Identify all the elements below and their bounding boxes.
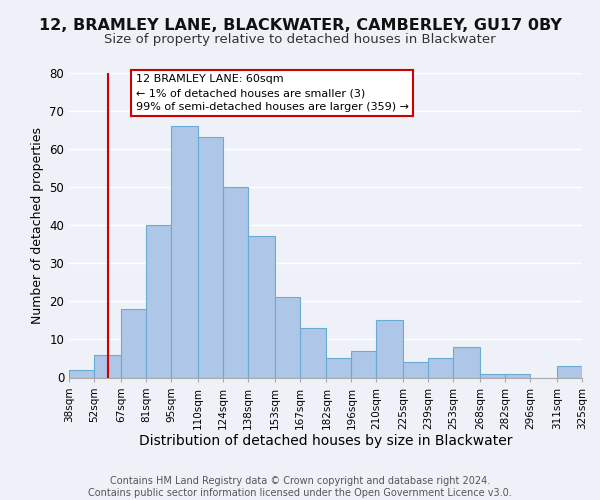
Bar: [480, 374, 505, 378]
Text: 12, BRAMLEY LANE, BLACKWATER, CAMBERLEY, GU17 0BY: 12, BRAMLEY LANE, BLACKWATER, CAMBERLEY,…: [38, 18, 562, 32]
Text: Contains HM Land Registry data © Crown copyright and database right 2024.: Contains HM Land Registry data © Crown c…: [110, 476, 490, 486]
Bar: [299, 328, 326, 378]
Bar: [557, 366, 582, 378]
Text: Contains public sector information licensed under the Open Government Licence v3: Contains public sector information licen…: [88, 488, 512, 498]
Bar: [197, 138, 223, 378]
Bar: [94, 354, 121, 378]
Text: 12 BRAMLEY LANE: 60sqm
← 1% of detached houses are smaller (3)
99% of semi-detac: 12 BRAMLEY LANE: 60sqm ← 1% of detached …: [136, 74, 409, 112]
Bar: [326, 358, 352, 378]
Bar: [352, 351, 376, 378]
Y-axis label: Number of detached properties: Number of detached properties: [31, 126, 44, 324]
Bar: [403, 362, 428, 378]
Bar: [275, 298, 299, 378]
X-axis label: Distribution of detached houses by size in Blackwater: Distribution of detached houses by size …: [139, 434, 512, 448]
Bar: [505, 374, 530, 378]
Bar: [454, 347, 480, 378]
Bar: [248, 236, 275, 378]
Text: Size of property relative to detached houses in Blackwater: Size of property relative to detached ho…: [104, 34, 496, 46]
Bar: [69, 370, 94, 378]
Bar: [146, 225, 171, 378]
Bar: [428, 358, 454, 378]
Bar: [223, 187, 248, 378]
Bar: [121, 309, 146, 378]
Bar: [376, 320, 403, 378]
Bar: [171, 126, 197, 378]
